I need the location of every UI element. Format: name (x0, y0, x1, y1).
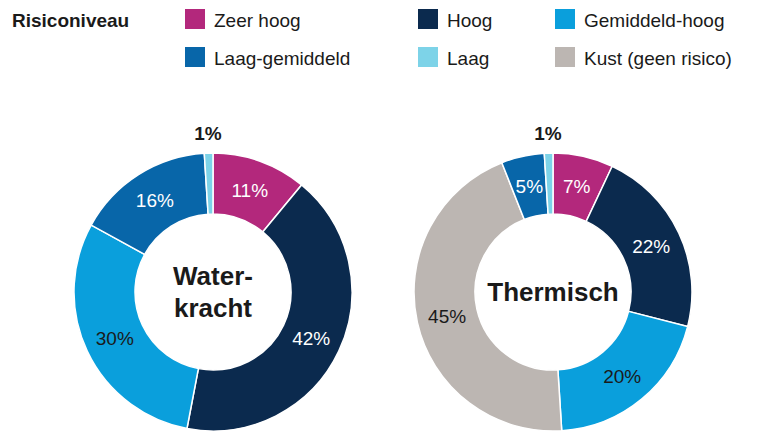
data-label: 22% (632, 236, 670, 257)
legend-title: Risiconiveau (12, 10, 129, 31)
donut-slice (74, 225, 198, 429)
data-label: 5% (516, 176, 544, 197)
legend-label: Hoog (447, 10, 492, 31)
donut-slice (502, 153, 548, 219)
legend-label: Laag (447, 48, 489, 69)
chart-root: Risiconiveau Zeer hoog Hoog Gemiddeld-hoog L… (0, 0, 765, 436)
legend-swatch (555, 47, 575, 67)
data-label: 16% (136, 190, 174, 211)
chart-title: Thermisch (487, 277, 619, 307)
data-label: 1% (194, 123, 222, 144)
legend-swatch (555, 9, 575, 29)
legend-swatch (185, 9, 205, 29)
donut-slice (544, 153, 553, 214)
donut-slice (558, 311, 688, 430)
legend-label: Gemiddeld-hoog (584, 10, 724, 31)
legend-swatch (185, 47, 205, 67)
legend: Risiconiveau Zeer hoog Hoog Gemiddeld-hoog L… (12, 9, 732, 69)
legend-label: Zeer hoog (214, 10, 301, 31)
legend-label: Laag-gemiddeld (214, 48, 350, 69)
donut-slice (204, 153, 213, 214)
data-label: 7% (563, 176, 591, 197)
legend-swatch (418, 9, 438, 29)
data-label: 11% (231, 180, 268, 201)
donut-chart: 7% 22% 20% 45% 5% 1% Thermisch (414, 123, 692, 431)
chart-svg: Risiconiveau Zeer hoog Hoog Gemiddeld-hoog L… (0, 0, 765, 436)
data-label: 20% (603, 366, 641, 387)
data-label: 45% (428, 306, 466, 327)
legend-label: Kust (geen risico) (584, 48, 732, 69)
donut-chart: 11% 42% 30% 16% 1% Water-kracht (74, 123, 352, 431)
data-label: 30% (96, 328, 134, 349)
legend-swatch (418, 47, 438, 67)
data-label: 1% (534, 123, 562, 144)
data-label: 42% (292, 328, 330, 349)
donut-slice (91, 153, 208, 254)
chart-title: Water-kracht (173, 261, 253, 323)
